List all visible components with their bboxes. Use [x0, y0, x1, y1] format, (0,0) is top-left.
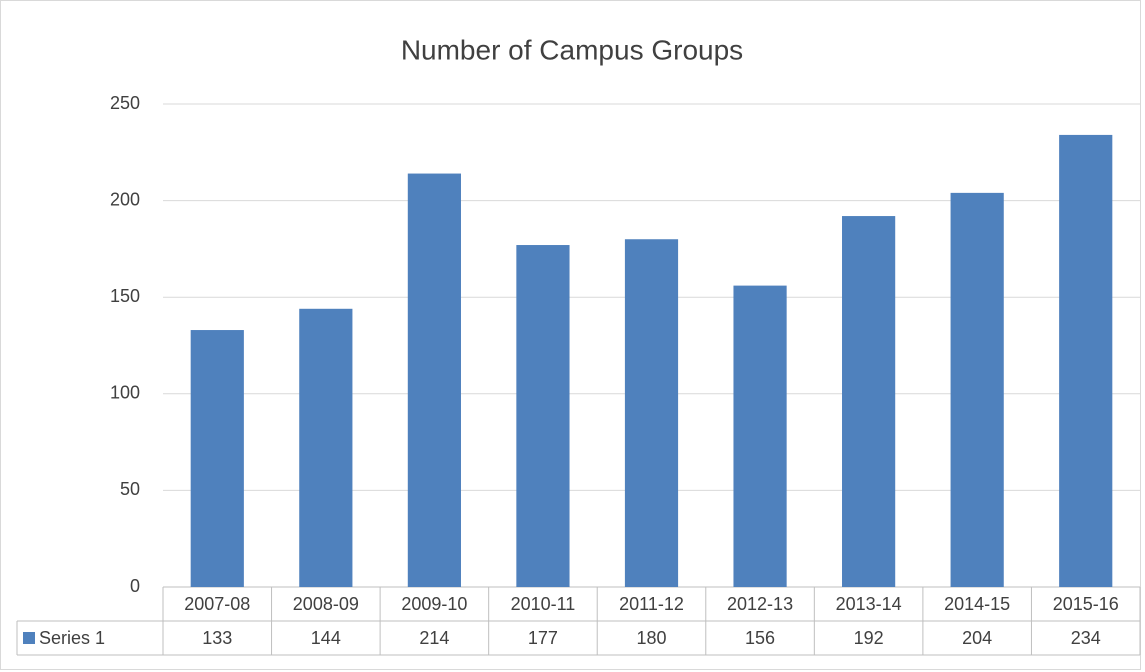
- bar: [190, 330, 244, 587]
- bar: [1059, 134, 1113, 588]
- x-tick-label: 2010-11: [511, 594, 576, 614]
- x-tick-label: 2009-10: [401, 594, 467, 614]
- bar: [624, 239, 679, 588]
- y-tick-label: 200: [110, 189, 140, 209]
- x-tick-label: 2015-16: [1053, 594, 1119, 614]
- bar: [299, 308, 353, 587]
- table-value: 144: [311, 628, 341, 648]
- bar: [950, 192, 1004, 587]
- legend-label: Series 1: [39, 628, 105, 648]
- table-value: 234: [1071, 628, 1101, 648]
- bar: [516, 245, 570, 587]
- table-value: 156: [745, 628, 775, 648]
- x-tick-label: 2012-13: [727, 594, 793, 614]
- x-tick-label: 2011-12: [619, 594, 684, 614]
- x-tick-label: 2007-08: [184, 594, 250, 614]
- y-tick-label: 0: [130, 576, 140, 596]
- y-tick-label: 250: [110, 93, 140, 113]
- table-value: 204: [962, 628, 992, 648]
- y-tick-label: 150: [110, 286, 140, 306]
- x-tick-label: 2008-09: [293, 594, 359, 614]
- y-tick-label: 50: [120, 479, 140, 499]
- table-value: 133: [202, 628, 232, 648]
- y-tick-label: 100: [110, 383, 140, 403]
- table-value: 192: [854, 628, 884, 648]
- legend-key: [23, 632, 35, 644]
- x-tick-label: 2013-14: [836, 594, 902, 614]
- table-value: 214: [419, 628, 449, 648]
- bar: [842, 216, 896, 587]
- table-value: 180: [636, 628, 666, 648]
- chart-title: Number of Campus Groups: [401, 34, 743, 65]
- bar: [733, 285, 787, 587]
- table-value: 177: [528, 628, 558, 648]
- bar: [407, 173, 461, 587]
- x-tick-label: 2014-15: [944, 594, 1010, 614]
